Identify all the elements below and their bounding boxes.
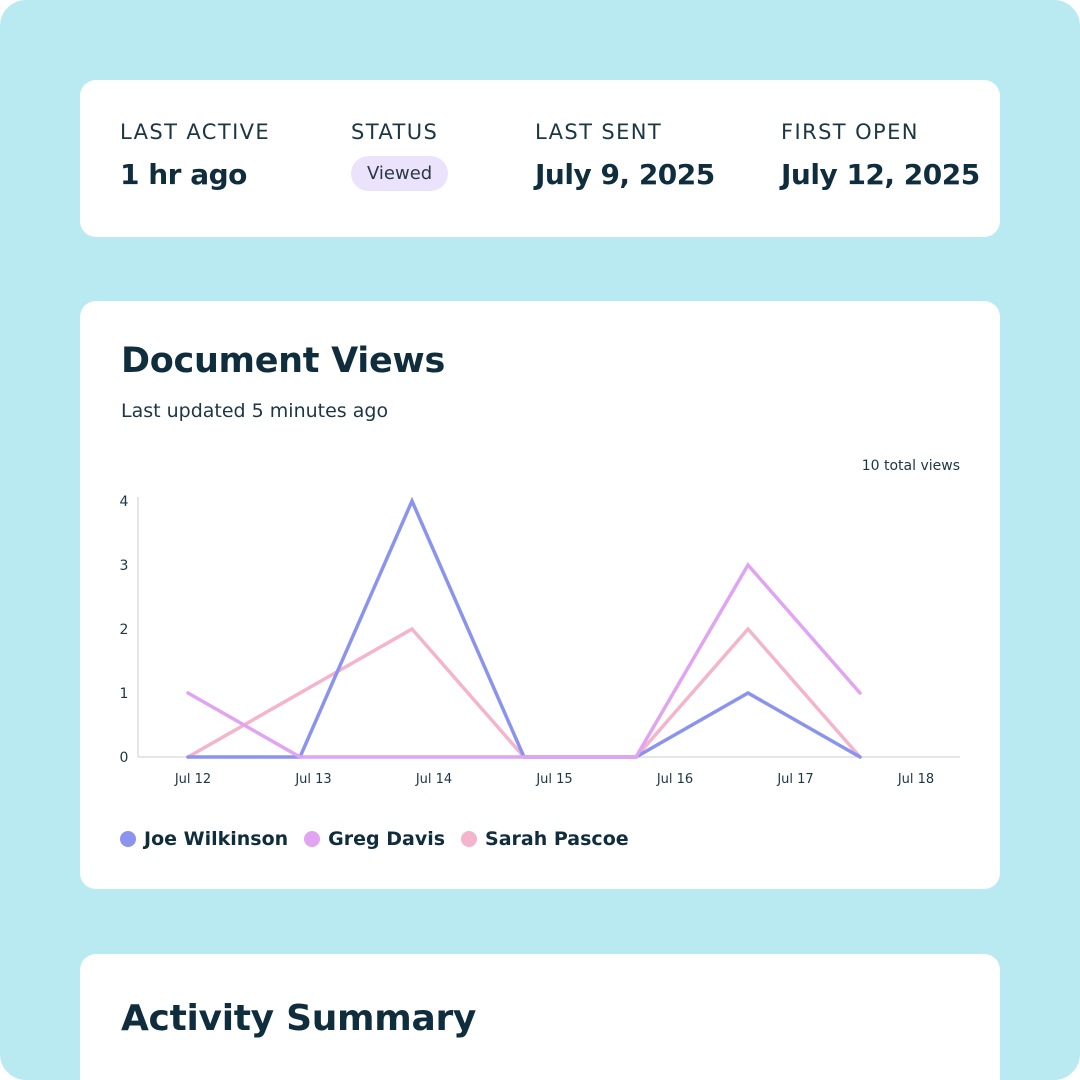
y-tick-label: 1 [120,686,129,702]
y-tick-label: 2 [120,622,129,638]
y-tick-label: 4 [120,494,129,510]
stat-label: LAST ACTIVE [120,120,271,144]
x-tick-label: Jul 14 [415,772,452,787]
legend-dot-icon [461,831,478,847]
stat-value: July 9, 2025 [535,158,715,191]
chart-legend: Joe Wilkinson Greg Davis Sarah Pascoe [120,828,629,850]
stat-last-active: LAST ACTIVE 1 hr ago [120,120,270,191]
series-line-joe-wilkinson [186,496,862,759]
card-title: Document Views [121,341,445,381]
legend-label: Greg Davis [328,828,446,850]
y-tick-label: 3 [120,558,129,574]
total-views-label: 10 total views [861,458,960,474]
series-line-sarah-pascoe [186,626,862,759]
last-updated-text: Last updated 5 minutes ago [121,400,389,422]
legend-dot-icon [120,831,136,847]
x-tick-label: Jul 13 [294,772,331,787]
stat-last-sent: LAST SENT July 9, 2025 [535,120,715,191]
stat-label: FIRST OPEN [781,120,919,144]
stat-label: LAST SENT [535,120,663,144]
series-line-greg-davis [186,562,862,759]
legend-item[interactable]: Greg Davis [304,828,445,850]
y-tick-label: 0 [120,750,129,766]
x-tick-label: Jul 12 [174,772,211,787]
card-title: Activity Summary [121,998,477,1039]
x-tick-label: Jul 15 [535,772,572,787]
stat-status: STATUS Viewed [351,120,449,191]
stat-label: STATUS [351,120,439,144]
stat-value: 1 hr ago [120,158,247,191]
stat-value: July 12, 2025 [781,158,980,191]
stat-first-open: FIRST OPEN July 12, 2025 [781,120,980,191]
x-tick-label: Jul 18 [897,772,934,787]
status-badge: Viewed [351,156,449,191]
legend-item[interactable]: Sarah Pascoe [461,828,629,850]
legend-dot-icon [304,831,321,847]
x-tick-label: Jul 17 [776,772,813,787]
x-tick-label: Jul 16 [656,772,693,787]
legend-label: Sarah Pascoe [485,828,629,850]
summary-card: LAST ACTIVE 1 hr ago STATUS Viewed LAST … [80,80,1000,237]
legend-item[interactable]: Joe Wilkinson [120,828,288,850]
legend-label: Joe Wilkinson [144,828,289,850]
document-views-card: Document Views Last updated 5 minutes ag… [80,301,1000,889]
activity-summary-card: Activity Summary [80,954,1000,1080]
line-chart: 0 1 2 3 4 Jul 12 Jul 13 Jul 14 Jul 15 Jul 16 Jul 1… [120,494,960,787]
